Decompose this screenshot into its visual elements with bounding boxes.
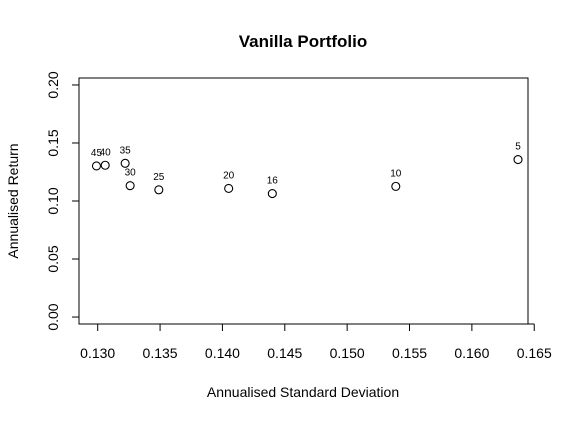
data-point [267, 189, 277, 199]
data-point-label: 45 [91, 148, 103, 159]
data-point-label: 5 [515, 142, 521, 153]
data-point [100, 160, 110, 170]
data-point-label: 25 [153, 172, 165, 183]
x-axis-label: Annualised Standard Deviation [207, 384, 399, 400]
x-tick-label: 0.130 [80, 345, 115, 361]
data-point [125, 181, 135, 191]
y-tick-label: 0.15 [45, 129, 61, 156]
x-tick-label: 0.145 [267, 345, 302, 361]
x-tick-label: 0.140 [205, 345, 240, 361]
data-point [154, 185, 164, 195]
y-axis: 0.00 0.05 0.10 0.15 0.20 [45, 71, 80, 331]
x-tick-label: 0.150 [330, 345, 365, 361]
data-point [224, 183, 234, 194]
y-axis-label: Annualised Return [5, 143, 21, 258]
data-point [91, 161, 102, 171]
data-point-label: 30 [125, 168, 137, 179]
data-point-label: 40 [100, 147, 112, 158]
x-tick-label: 0.155 [392, 345, 427, 361]
data-point [120, 158, 130, 168]
y-tick-label: 0.20 [45, 71, 61, 98]
data-point-label: 10 [390, 168, 402, 179]
x-tick-label: 0.165 [517, 345, 552, 361]
data-point-label: 20 [223, 170, 235, 181]
y-tick-label: 0.00 [45, 303, 61, 330]
data-point-label: 16 [267, 176, 279, 187]
y-tick-label: 0.05 [45, 245, 61, 272]
data-point [513, 155, 523, 165]
data-point-label: 35 [120, 145, 132, 156]
data-point [391, 181, 401, 191]
chart-title: Vanilla Portfolio [239, 32, 367, 51]
x-axis: 0.130 0.135 0.140 0.145 0.150 0.155 0.160 0.165 [80, 323, 552, 361]
y-tick-label: 0.10 [45, 187, 61, 214]
plot-frame [78, 77, 529, 325]
x-tick-label: 0.160 [454, 345, 489, 361]
x-tick-label: 0.135 [143, 345, 178, 361]
